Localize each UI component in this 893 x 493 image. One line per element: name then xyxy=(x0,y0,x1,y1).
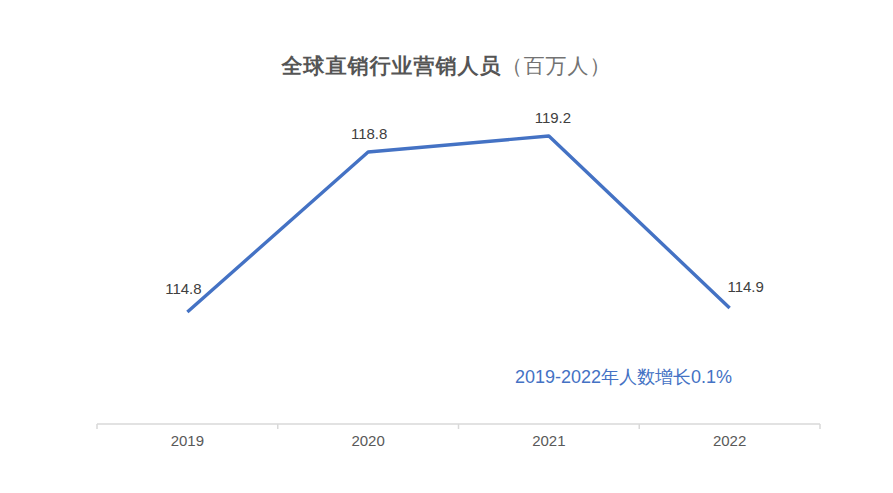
growth-annotation: 2019-2022年人数增长0.1% xyxy=(515,365,732,389)
data-point-label: 114.8 xyxy=(165,280,201,297)
line-chart-plot xyxy=(0,0,893,493)
x-axis-label: 2019 xyxy=(171,432,204,449)
x-axis-label: 2020 xyxy=(351,432,384,449)
data-point-label: 119.2 xyxy=(535,109,571,126)
chart-container: 全球直销行业营销人员（百万人） 114.8118.8119.2114.9 201… xyxy=(0,0,893,493)
x-axis-label: 2022 xyxy=(713,432,746,449)
data-point-label: 114.9 xyxy=(727,278,763,295)
data-line-series xyxy=(187,136,729,312)
data-point-label: 118.8 xyxy=(351,125,387,142)
x-axis-label: 2021 xyxy=(532,432,565,449)
